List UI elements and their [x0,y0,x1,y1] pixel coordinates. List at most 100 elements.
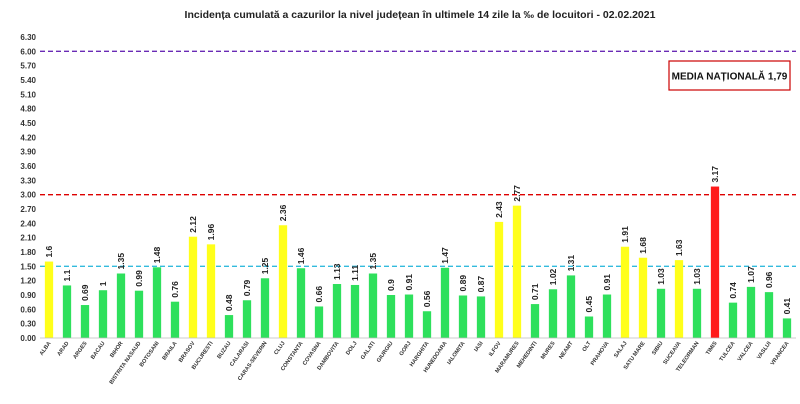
bar-valcea [746,286,756,338]
data-label: 0.69 [80,284,90,301]
data-label: 0.74 [728,282,738,299]
bar-dambovita [332,284,342,338]
x-tick-label: GIURGIU [376,341,395,364]
bar-covasna [314,306,324,338]
data-label: 1.31 [566,255,576,272]
data-label: 1.6 [44,245,54,257]
data-label: 1.48 [152,246,162,263]
bar-maramures [512,205,522,338]
data-label: 0.56 [422,290,432,307]
x-tick-label: BRASOV [178,340,197,363]
x-tick-label: NEAMT [558,340,575,360]
bar-neamt [566,275,576,338]
bar-olt [584,316,594,338]
bar-ialomita [458,295,468,338]
data-label: 1.11 [350,265,360,281]
bars-group [44,186,792,338]
bar-brasov [188,236,198,338]
x-tick-label: VASLUI [756,340,773,360]
bar-suceava [674,260,684,338]
data-label: 2.36 [278,204,288,221]
data-label: 1.46 [296,247,306,264]
x-tick-label: TULCEA [719,341,737,363]
x-tick-label: VRANCEA [770,341,791,367]
national-average-box-frame [668,60,791,91]
x-tick-label: ARGES [72,340,88,360]
bar-alba [44,261,54,338]
x-tick-label: BACAU [90,341,107,361]
bar-vrancea [782,318,792,338]
x-tick-label: GORJ [399,341,413,357]
data-label: 0.9 [386,279,396,291]
bar-satu-mare [638,257,648,338]
x-tick-label: IASI [473,340,484,353]
bar-bacau [98,290,108,338]
data-label: 1.1 [62,269,72,281]
data-label: 0.76 [170,281,180,298]
y-tick-label: 4.80 [20,105,36,114]
data-label: 1.63 [674,239,684,256]
bar-hunedoara [440,267,450,338]
bar-teleorman [692,288,702,338]
x-tick-label: GALATI [360,340,377,361]
bar-arges [80,305,90,338]
y-tick-label: 2.70 [20,205,36,214]
data-label: 1.07 [746,266,756,283]
data-label: 0.79 [242,279,252,296]
y-tick-label: 1.50 [20,262,36,271]
chart-title: Incidența cumulată a cazurilor la nivel … [185,9,656,21]
data-label: 2.12 [188,216,198,233]
data-label: 1.68 [638,237,648,254]
bar-dolj [350,284,360,338]
data-label: 2.43 [494,201,504,218]
bar-cluj [278,225,288,338]
y-tick-label: 0.60 [20,305,36,314]
y-tick-label: 2.10 [20,234,36,243]
data-label: 1.35 [116,253,126,270]
data-label: 1.25 [260,257,270,274]
national-average-box: MEDIA NAȚIONALĂ 1,79 [668,60,791,91]
y-tick-label: 3.90 [20,148,36,157]
bar-prahova [602,294,612,338]
bar-bihor [116,273,126,338]
national-average-text: MEDIA NAȚIONALĂ 1,79 [672,70,788,83]
x-tick-label: ARAD [56,341,70,358]
data-label: 0.71 [530,283,540,300]
x-tick-label: TIMIS [705,340,719,356]
y-tick-label: 6.00 [20,47,36,56]
bar-ilfov [494,221,504,338]
x-tick-label: ILFOV [488,340,503,357]
y-tick-label: 4.50 [20,119,36,128]
x-tick-label: SALAJ [613,341,628,359]
data-label: 0.89 [458,275,468,292]
data-label: 1.35 [368,253,378,270]
y-tick-label: 6.30 [20,33,36,42]
bar-caras-severin [260,278,270,338]
y-tick-label: 3.00 [20,191,36,200]
x-tick-label: DOLJ [345,341,358,357]
data-label: 1.47 [440,247,450,264]
data-label: 0.99 [134,270,144,287]
x-tick-label: BUZAU [216,341,232,360]
bar-sibiu [656,288,666,338]
x-tick-label: CLUJ [273,341,286,356]
data-label: 0.91 [602,274,612,291]
data-label: 0.96 [764,271,774,288]
bar-iasi [476,296,486,338]
y-tick-label: 2.40 [20,219,36,228]
data-label: 0.66 [314,286,324,303]
data-label: 0.87 [476,276,486,293]
y-tick-label: 1.80 [20,248,36,257]
y-tick-label: 5.40 [20,76,36,85]
y-tick-label: 5.70 [20,62,36,71]
data-label: 1 [98,281,108,286]
x-tick-label: OLT [582,340,593,353]
bar-bucuresti [206,244,216,338]
x-tick-label: BIHOR [109,341,124,359]
x-tick-label: MURES [540,340,557,360]
y-tick-label: 1.20 [20,277,36,286]
bar-buzau [224,315,234,338]
